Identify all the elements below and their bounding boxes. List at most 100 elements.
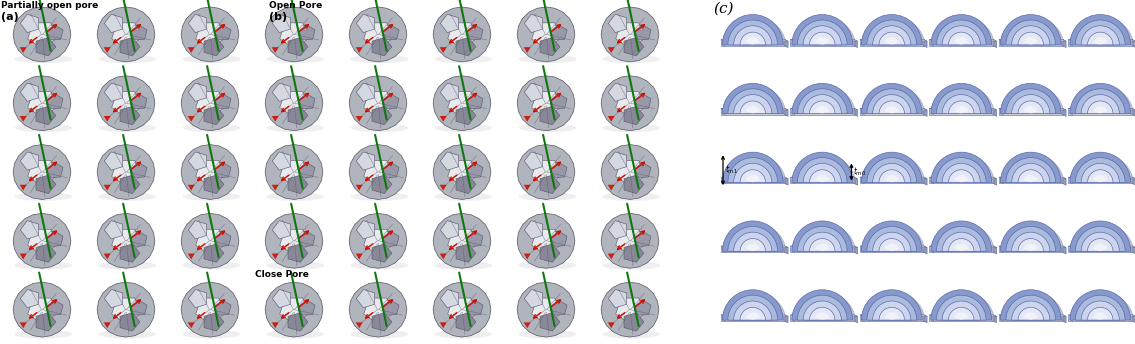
Ellipse shape	[351, 123, 409, 132]
Text: (a): (a)	[1, 12, 19, 22]
Polygon shape	[861, 85, 925, 115]
Polygon shape	[999, 246, 1066, 248]
Polygon shape	[20, 152, 39, 170]
Wedge shape	[1087, 32, 1113, 45]
Polygon shape	[350, 144, 406, 200]
Polygon shape	[434, 213, 491, 268]
Polygon shape	[721, 315, 788, 316]
Wedge shape	[949, 238, 974, 251]
Wedge shape	[878, 32, 905, 45]
Wedge shape	[1000, 83, 1061, 114]
Polygon shape	[721, 177, 784, 183]
Polygon shape	[931, 85, 994, 115]
Polygon shape	[182, 144, 238, 200]
Wedge shape	[1006, 20, 1056, 45]
Polygon shape	[382, 25, 400, 40]
Polygon shape	[999, 40, 1066, 41]
Wedge shape	[740, 238, 765, 251]
Wedge shape	[1087, 170, 1113, 182]
Wedge shape	[955, 244, 968, 251]
Polygon shape	[784, 246, 788, 254]
Polygon shape	[372, 244, 392, 262]
Wedge shape	[1000, 221, 1061, 251]
Polygon shape	[382, 300, 400, 315]
Polygon shape	[615, 160, 645, 186]
Polygon shape	[607, 254, 615, 259]
Polygon shape	[363, 298, 393, 324]
Polygon shape	[182, 76, 238, 131]
Ellipse shape	[351, 55, 409, 63]
Polygon shape	[930, 108, 997, 110]
Wedge shape	[728, 158, 777, 182]
Wedge shape	[746, 312, 759, 320]
Wedge shape	[1011, 26, 1050, 45]
Wedge shape	[1011, 301, 1050, 320]
Polygon shape	[518, 76, 575, 131]
Wedge shape	[867, 158, 917, 182]
Wedge shape	[873, 95, 911, 114]
Ellipse shape	[267, 330, 325, 338]
Polygon shape	[1132, 40, 1135, 47]
Polygon shape	[382, 94, 400, 109]
Polygon shape	[855, 315, 858, 323]
Polygon shape	[36, 106, 56, 125]
Polygon shape	[721, 246, 788, 248]
Polygon shape	[1000, 223, 1063, 253]
Polygon shape	[930, 246, 997, 248]
Wedge shape	[809, 32, 835, 45]
Polygon shape	[131, 231, 148, 246]
Wedge shape	[798, 226, 847, 251]
Polygon shape	[299, 231, 316, 246]
Polygon shape	[608, 290, 627, 308]
Polygon shape	[439, 116, 447, 122]
Text: $t_{m0}$: $t_{m0}$	[854, 166, 867, 178]
Polygon shape	[272, 14, 291, 33]
Polygon shape	[187, 116, 195, 122]
Wedge shape	[949, 170, 974, 182]
Polygon shape	[602, 213, 659, 268]
Polygon shape	[434, 7, 491, 62]
Polygon shape	[447, 160, 477, 186]
Polygon shape	[531, 23, 561, 49]
Wedge shape	[1082, 26, 1119, 45]
Polygon shape	[792, 291, 856, 322]
Polygon shape	[1068, 108, 1135, 110]
Wedge shape	[1087, 101, 1113, 114]
Wedge shape	[746, 244, 759, 251]
Wedge shape	[733, 163, 772, 182]
Wedge shape	[949, 307, 974, 320]
Polygon shape	[790, 108, 855, 115]
Polygon shape	[434, 144, 491, 200]
Polygon shape	[182, 282, 238, 337]
Wedge shape	[1093, 175, 1108, 182]
Polygon shape	[1068, 40, 1132, 46]
Polygon shape	[27, 160, 57, 186]
Wedge shape	[878, 238, 905, 251]
Polygon shape	[855, 177, 858, 185]
Ellipse shape	[435, 261, 493, 270]
Polygon shape	[439, 47, 447, 53]
Polygon shape	[350, 76, 406, 131]
Polygon shape	[1132, 177, 1135, 185]
Wedge shape	[815, 106, 830, 114]
Polygon shape	[1070, 16, 1134, 46]
Polygon shape	[120, 175, 140, 193]
Polygon shape	[860, 315, 924, 321]
Polygon shape	[271, 254, 279, 259]
Wedge shape	[867, 295, 917, 320]
Polygon shape	[792, 154, 856, 184]
Wedge shape	[1070, 290, 1130, 320]
Wedge shape	[798, 20, 847, 45]
Polygon shape	[1068, 246, 1135, 248]
Polygon shape	[195, 298, 225, 324]
Ellipse shape	[15, 261, 73, 270]
Polygon shape	[999, 315, 1066, 316]
Ellipse shape	[183, 330, 241, 338]
Polygon shape	[722, 154, 785, 184]
Wedge shape	[867, 89, 917, 114]
Wedge shape	[722, 290, 783, 320]
Polygon shape	[271, 47, 279, 53]
Polygon shape	[790, 246, 858, 248]
Polygon shape	[288, 313, 308, 331]
Polygon shape	[608, 14, 627, 33]
